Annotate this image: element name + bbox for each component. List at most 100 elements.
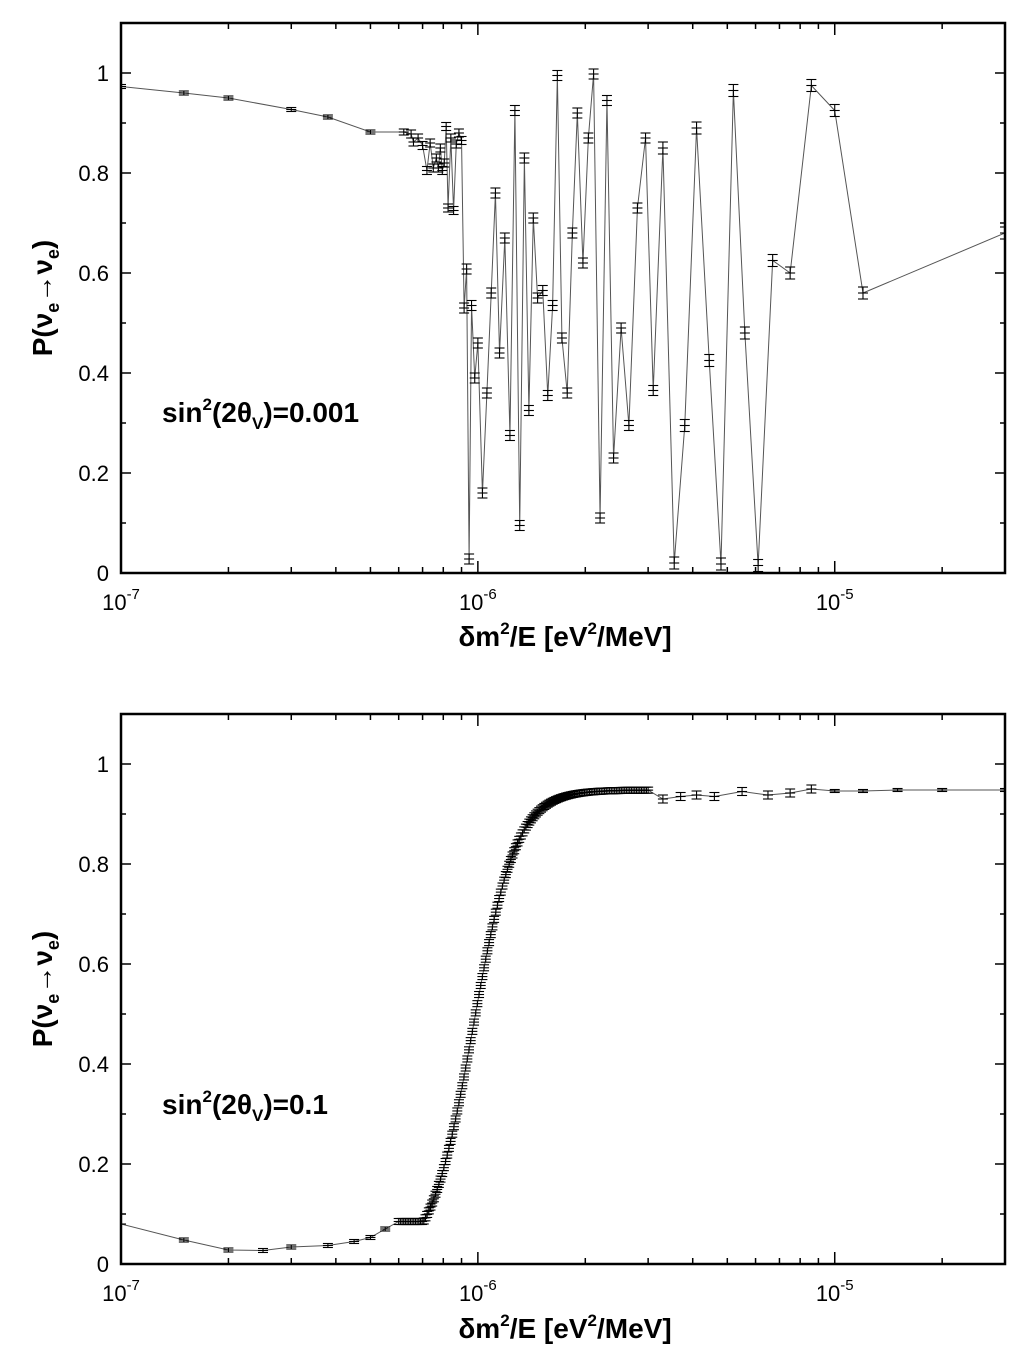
data-point <box>857 788 868 794</box>
data-point <box>440 1157 451 1166</box>
x-axis-label: δm2/E [eV2/MeV] <box>458 1311 671 1344</box>
data-point <box>785 788 796 798</box>
data-point <box>669 556 680 570</box>
data-point <box>499 232 510 244</box>
y-tick-label: 0 <box>97 561 109 586</box>
data-point <box>509 847 520 855</box>
data-point <box>459 302 470 314</box>
y-tick-label: 0.6 <box>78 261 109 286</box>
data-point <box>447 1130 458 1138</box>
data-point <box>428 1195 439 1203</box>
data-point <box>178 1237 189 1243</box>
data-point <box>472 337 483 349</box>
data-point <box>857 286 868 300</box>
y-tick-label: 0.2 <box>78 1152 109 1177</box>
data-point <box>442 1151 453 1159</box>
data-point <box>445 1137 456 1145</box>
data-point <box>462 1055 473 1063</box>
data-point <box>223 1247 234 1253</box>
data-point <box>785 266 796 280</box>
data-point <box>484 939 495 947</box>
data-point <box>433 1180 444 1188</box>
data-point <box>737 786 748 797</box>
data-point <box>322 114 333 120</box>
data-point <box>648 384 659 397</box>
data-point <box>494 347 505 359</box>
data-point <box>423 1207 434 1215</box>
y-tick-label: 0.2 <box>78 461 109 486</box>
annotation: sin2(2θV)=0.1 <box>162 1087 328 1125</box>
data-point <box>623 419 634 432</box>
data-point <box>572 107 583 119</box>
data-point <box>739 326 750 340</box>
data-point <box>753 558 764 573</box>
data-point <box>121 83 126 90</box>
data-point <box>453 128 464 138</box>
series-line <box>121 788 1005 1252</box>
data-point <box>365 1234 376 1241</box>
data-point <box>512 839 523 847</box>
data-point <box>443 1144 454 1152</box>
data-point <box>481 387 492 399</box>
data-point <box>458 1073 469 1081</box>
data-point <box>519 152 530 164</box>
data-point <box>469 372 480 384</box>
data-point <box>365 129 376 135</box>
data-point <box>490 187 501 199</box>
data-point <box>457 1082 468 1090</box>
data-point <box>286 1244 297 1250</box>
data-point <box>892 787 903 793</box>
data-point <box>640 132 651 144</box>
data-point <box>477 973 488 981</box>
chart-panel-1: 0 0.2 0.4 0.6 0.8 1 10-7 10-6 10-5 sin2(2θV)=0.00… <box>27 21 1007 652</box>
data-point <box>460 1064 471 1072</box>
data-point <box>286 106 297 113</box>
data-point <box>467 1027 478 1035</box>
data-point <box>1000 787 1005 793</box>
data-point <box>537 284 548 297</box>
data-point <box>456 135 467 146</box>
data-point <box>583 132 594 144</box>
y-tick-label: 0.4 <box>78 361 109 386</box>
y-tick-label: 0.6 <box>78 952 109 977</box>
data-point <box>601 94 612 107</box>
data-point <box>595 512 606 524</box>
data-point <box>937 787 948 793</box>
data-point <box>728 83 739 98</box>
y-axis-label: P(νe→νe) <box>27 931 63 1048</box>
data-point <box>380 1226 391 1232</box>
data-point <box>495 888 506 896</box>
data-point <box>829 788 840 794</box>
data-point <box>439 158 450 168</box>
data-point <box>431 153 442 163</box>
data-point <box>435 143 446 153</box>
data-point <box>485 931 496 939</box>
data-point <box>497 882 508 890</box>
data-point <box>514 519 525 532</box>
data-point <box>556 332 567 344</box>
x-tick-label: 10-6 <box>459 1277 497 1306</box>
data-point <box>452 1107 463 1115</box>
data-point <box>422 1210 433 1219</box>
y-tick-label: 1 <box>97 752 109 777</box>
x-tick-label: 10-5 <box>816 586 854 615</box>
data-point <box>398 128 409 136</box>
data-point <box>632 202 643 214</box>
data-point <box>505 855 516 864</box>
data-point <box>762 790 773 800</box>
data-point <box>643 786 654 794</box>
annotation: sin2(2θV)=0.001 <box>162 395 359 433</box>
data-point <box>490 908 501 916</box>
data-point <box>475 981 486 990</box>
data-point <box>441 121 452 132</box>
data-point <box>448 205 459 216</box>
data-point <box>349 1238 360 1245</box>
data-point <box>616 322 627 334</box>
data-point <box>588 68 599 80</box>
data-point <box>489 915 500 923</box>
data-point <box>715 557 726 571</box>
data-point <box>438 1164 449 1172</box>
data-point <box>427 1199 438 1207</box>
data-point <box>675 791 686 802</box>
